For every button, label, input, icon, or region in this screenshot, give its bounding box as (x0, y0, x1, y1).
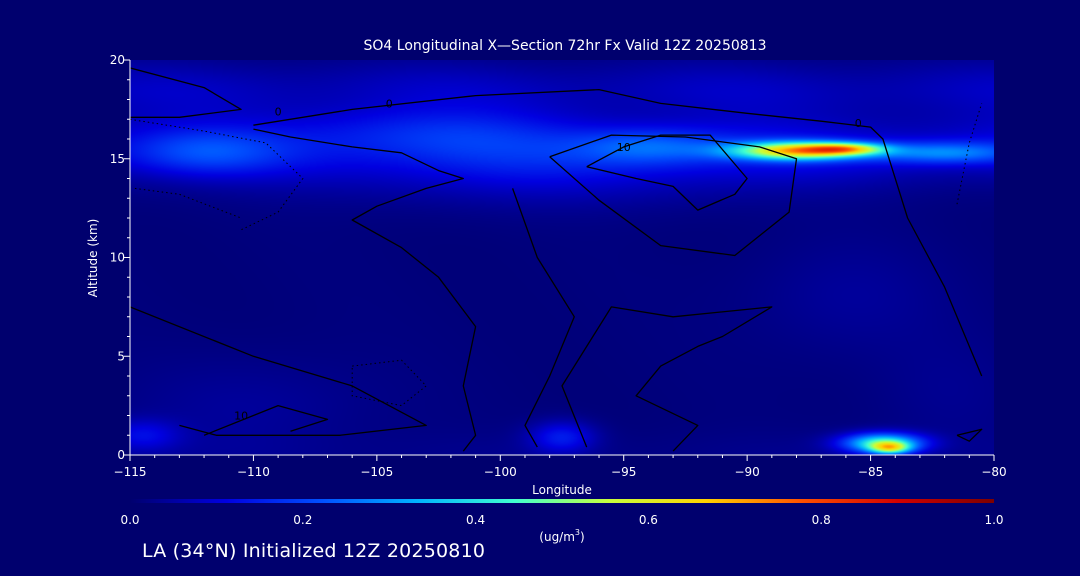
colorbar-tick-label: 0.8 (812, 513, 831, 527)
colorbar-tick-label: 1.0 (984, 513, 1003, 527)
run-info: LA (34°N) Initialized 12Z 20250810 (142, 540, 486, 562)
contour-lines (130, 67, 983, 452)
contour-line (130, 67, 242, 118)
y-tick-label: 10 (110, 251, 125, 265)
contour-line (956, 428, 983, 442)
contour-label: 0 (386, 97, 393, 110)
y-tick-label: 20 (110, 53, 125, 67)
x-tick-label: −95 (611, 465, 636, 479)
contour-line (203, 404, 329, 436)
x-axis-label: Longitude (532, 483, 592, 497)
x-axis-ticks: −115 −110 −105 −100 −95 −90 −85 −80 (114, 455, 1007, 479)
x-tick-label: −100 (484, 465, 517, 479)
contour-line (549, 134, 798, 257)
colorbar-ticks: 0.0 0.2 0.4 0.6 0.8 1.0 (120, 513, 1003, 527)
x-tick-label: −105 (360, 465, 393, 479)
contour-label: 10 (234, 410, 248, 423)
colorbar-tick-label: 0.0 (120, 513, 139, 527)
colorbar-tick-label: 0.2 (293, 513, 312, 527)
contour-label: 0 (275, 105, 282, 118)
x-tick-label: −90 (734, 465, 759, 479)
x-tick-label: −110 (237, 465, 270, 479)
y-axis-ticks: 0 5 10 15 20 (110, 53, 130, 462)
contour-line (130, 306, 427, 436)
x-tick-label: −115 (114, 465, 147, 479)
chart-title: SO4 Longitudinal X—Section 72hr Fx Valid… (364, 38, 767, 54)
contour-line (561, 306, 773, 452)
x-tick-label: −85 (858, 465, 883, 479)
y-tick-label: 5 (117, 349, 125, 363)
colorbar-unit: (ug/m3) (539, 528, 584, 544)
contour-labels: 0 0 0 10 10 (234, 97, 862, 422)
colorbar-tick-label: 0.4 (466, 513, 485, 527)
colorbar: 0.0 0.2 0.4 0.6 0.8 1.0 (ug/m3) (120, 499, 1004, 544)
contour-line (253, 88, 983, 377)
contour-label: 0 (855, 117, 862, 130)
colorbar-tick-label: 0.6 (639, 513, 658, 527)
contour-line (253, 128, 477, 452)
y-tick-label: 15 (110, 152, 125, 166)
dotted-contour-line (956, 103, 983, 205)
x-tick-label: −80 (981, 465, 1006, 479)
dotted-contour-line (351, 359, 427, 407)
colorbar-gradient (130, 499, 994, 503)
plot-area: 0 0 0 10 10 (130, 60, 994, 455)
contour-line (511, 188, 575, 448)
axes: −115 −110 −105 −100 −95 −90 −85 −80 0 5 10 15 20 (110, 53, 1007, 479)
dotted-contour-line (134, 187, 242, 219)
y-tick-label: 0 (117, 448, 125, 462)
concentration-heatmap (130, 60, 994, 455)
y-axis-label: Altitude (km) (86, 219, 100, 298)
contour-label: 10 (617, 141, 631, 154)
contour-line (586, 134, 748, 211)
